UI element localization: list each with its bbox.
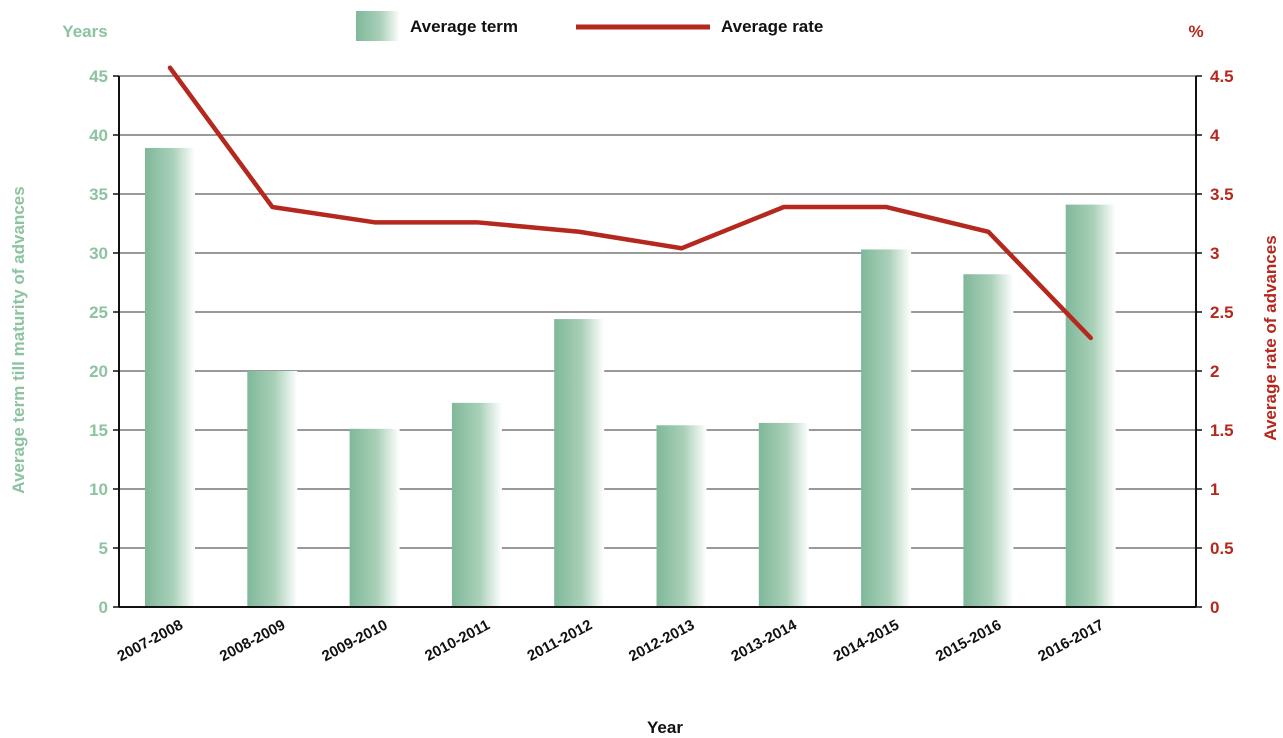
right-tick-label: 2: [1210, 362, 1219, 381]
left-tick-label: 30: [89, 244, 108, 263]
bar-average-term: [554, 319, 605, 607]
x-tick-label: 2010-2011: [422, 617, 493, 665]
right-tick-label: 4: [1210, 126, 1220, 145]
left-tick-label: 45: [89, 67, 108, 86]
x-axis-title: Year: [647, 718, 683, 737]
right-tick-label: 0.5: [1210, 539, 1234, 558]
right-tick-label: 0: [1210, 598, 1219, 617]
left-tick-label: 5: [99, 539, 108, 558]
bar-average-term: [963, 274, 1014, 607]
left-axis-title: Average term till maturity of advances: [9, 186, 28, 493]
right-axis-unit: %: [1188, 22, 1203, 41]
left-tick-label: 0: [99, 598, 108, 617]
bar-average-term: [145, 147, 195, 608]
left-axis-unit: Years: [62, 22, 107, 41]
bar-average-term: [349, 428, 400, 607]
bar-average-term: [247, 371, 298, 607]
bar-average-term: [861, 249, 912, 607]
x-tick-label: 2016-2017: [1035, 617, 1106, 666]
left-tick-label: 15: [89, 421, 108, 440]
legend-label-average-term: Average term: [410, 17, 518, 36]
legend-label-average-rate: Average rate: [721, 17, 823, 36]
right-tick-label: 3.5: [1210, 185, 1234, 204]
x-tick-label: 2008-2009: [217, 617, 288, 666]
right-tick-label: 1.5: [1210, 421, 1234, 440]
left-tick-label: 35: [89, 185, 108, 204]
line-average-rate: [167, 65, 1093, 341]
right-tick-label: 4.5: [1210, 67, 1234, 86]
bar-average-term: [656, 425, 707, 607]
left-tick-label: 10: [89, 480, 108, 499]
x-tick-label: 2007-2008: [115, 617, 186, 666]
bar-average-term: [1065, 204, 1116, 607]
right-tick-label: 2.5: [1210, 303, 1234, 322]
x-tick-label: 2015-2016: [933, 617, 1004, 666]
x-tick-label: 2013-2014: [728, 616, 800, 665]
right-tick-label: 1: [1210, 480, 1219, 499]
legend-swatch-average-term: [356, 11, 400, 41]
right-tick-label: 3: [1210, 244, 1219, 263]
x-tick-label: 2012-2013: [626, 617, 697, 666]
x-tick-label: 2009-2010: [319, 617, 390, 666]
bar-average-term: [758, 422, 809, 607]
right-axis-title: Average rate of advances: [1261, 235, 1280, 440]
left-tick-label: 40: [89, 126, 108, 145]
left-tick-label: 25: [89, 303, 108, 322]
bar-average-term: [451, 402, 502, 607]
x-tick-label: 2011-2012: [524, 617, 595, 665]
left-tick-label: 20: [89, 362, 108, 381]
x-tick-label: 2014-2015: [831, 617, 902, 666]
